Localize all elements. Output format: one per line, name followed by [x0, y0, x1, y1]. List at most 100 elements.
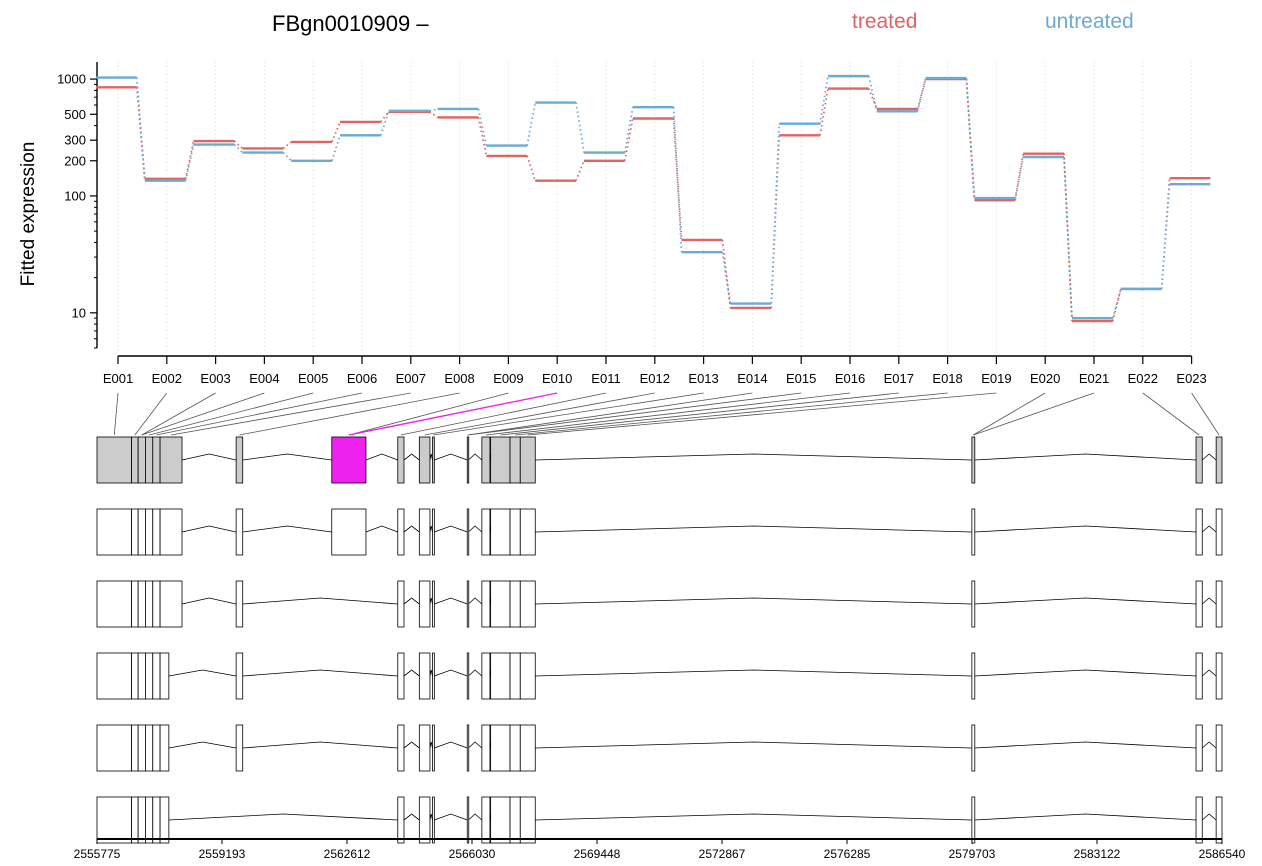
transcript-track	[96, 652, 1223, 700]
genomic-tick-label: 2566030	[449, 847, 496, 861]
exon-box	[145, 580, 154, 628]
exon-box	[1215, 724, 1223, 772]
x-tick-label: E008	[444, 371, 474, 386]
exon-box	[432, 508, 435, 556]
series-untreated-connector	[331, 135, 341, 162]
exon-box	[519, 436, 536, 484]
intron-line	[242, 453, 332, 461]
exon-box	[971, 436, 976, 484]
exon-connector	[141, 392, 265, 436]
exon-box	[152, 436, 161, 484]
exon-box	[96, 724, 132, 772]
intron-line	[1201, 597, 1217, 605]
y-tick-label: 10	[72, 305, 86, 320]
series-treated-connector	[1063, 153, 1073, 322]
intron-line	[434, 669, 468, 677]
intron-line	[434, 525, 468, 533]
transcript-track	[96, 724, 1223, 772]
exon-box	[331, 508, 367, 556]
exon-box	[519, 652, 536, 700]
exon-box	[159, 796, 170, 844]
intron-line	[535, 669, 972, 677]
series-untreated-connector	[282, 151, 292, 162]
exon-box	[418, 436, 431, 484]
exon-box	[971, 652, 976, 700]
exon-box	[131, 580, 139, 628]
intron-line	[1201, 453, 1217, 461]
exon-connector	[973, 392, 1046, 436]
series-treated-connector	[916, 78, 927, 110]
series-untreated-connector	[135, 77, 146, 181]
exon-box	[145, 508, 154, 556]
series-untreated-connector	[867, 75, 878, 112]
exon-box	[1215, 580, 1223, 628]
intron-line	[168, 669, 237, 677]
exon-box	[397, 652, 405, 700]
intron-line	[974, 741, 1197, 749]
intron-line	[535, 453, 972, 461]
exon-box	[432, 436, 435, 484]
x-tick-label: E021	[1079, 371, 1109, 386]
exon-connector	[424, 392, 655, 436]
intron-line	[974, 669, 1197, 677]
x-tick-label: E014	[737, 371, 767, 386]
x-tick-label: E019	[981, 371, 1011, 386]
exon-box	[432, 796, 435, 844]
genomic-tick-label: 2586540	[1199, 847, 1246, 861]
exon-box	[481, 508, 491, 556]
exon-box	[971, 580, 976, 628]
intron-line	[974, 813, 1197, 821]
series-treated-connector	[429, 111, 439, 119]
exon-box	[131, 508, 139, 556]
exon-connector	[134, 392, 168, 436]
exon-box	[466, 508, 470, 556]
legend-untreated: untreated	[1045, 10, 1134, 33]
exon-box	[397, 436, 405, 484]
exon-box	[159, 508, 183, 556]
exon-box	[152, 508, 161, 556]
exon-box	[152, 580, 161, 628]
intron-line	[242, 669, 398, 677]
exon-box	[152, 652, 161, 700]
exon-box	[152, 796, 161, 844]
intron-line	[403, 525, 420, 533]
exon-box	[1195, 436, 1203, 484]
series-untreated-connector	[721, 252, 732, 304]
exon-box	[481, 436, 491, 484]
exon-box	[159, 652, 170, 700]
x-tick-label: E006	[347, 371, 377, 386]
x-tick-label: E009	[493, 371, 523, 386]
intron-line	[434, 597, 468, 605]
series-untreated-connector	[916, 77, 927, 112]
series-treated-connector	[1160, 178, 1171, 290]
exon-box	[397, 508, 405, 556]
exon-box	[131, 796, 139, 844]
exon-box-highlighted	[331, 436, 367, 484]
exon-box	[96, 796, 132, 844]
intron-line	[1201, 741, 1217, 749]
intron-line	[429, 813, 433, 821]
intron-line	[468, 669, 483, 677]
series-layer	[96, 74, 1211, 323]
exon-box	[96, 652, 132, 700]
exon-connector	[467, 392, 753, 436]
exon-box	[137, 508, 146, 556]
exon-box	[466, 436, 470, 484]
exon-box	[418, 796, 431, 844]
genomic-tick-label: 2579703	[949, 847, 996, 861]
genomic-tick-label: 2572867	[699, 847, 746, 861]
intron-line	[535, 525, 972, 533]
x-tick-label: E013	[688, 371, 718, 386]
exon-box	[466, 796, 470, 844]
exon-box	[481, 652, 491, 700]
series-treated-connector	[575, 160, 585, 182]
series-untreated-connector	[526, 102, 537, 146]
x-tick-label: E004	[249, 371, 279, 386]
exon-box	[159, 724, 170, 772]
x-tick-label: E020	[1030, 371, 1060, 386]
exon-box	[509, 796, 521, 844]
exon-connector	[348, 392, 509, 436]
exon-box	[490, 580, 511, 628]
intron-line	[468, 741, 483, 749]
series-treated-connector	[867, 88, 878, 110]
